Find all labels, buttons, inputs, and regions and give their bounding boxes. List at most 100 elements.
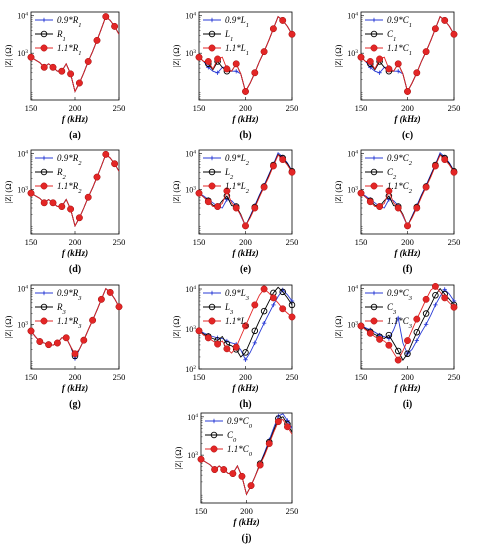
point-low <box>442 287 447 292</box>
point-high <box>251 69 259 77</box>
point-high <box>269 25 277 33</box>
point-high <box>71 350 79 358</box>
y-tick-label: 103 <box>187 451 198 460</box>
y-tick-label: 103 <box>185 325 196 334</box>
point-high <box>256 461 264 469</box>
legend-marker <box>41 17 47 23</box>
point-high <box>36 338 44 345</box>
point-high <box>357 53 365 61</box>
x-tick-label: 250 <box>113 237 126 247</box>
panel-label: (g) <box>69 399 81 410</box>
panel-label: (a) <box>69 130 81 141</box>
y-tick-label: 104 <box>17 285 28 294</box>
x-tick-label: 150 <box>25 103 38 113</box>
legend-marker <box>209 290 215 296</box>
y-tick-label: 104 <box>347 150 358 159</box>
point-high <box>376 55 384 63</box>
point-high <box>279 305 287 313</box>
point-high <box>67 205 75 213</box>
point-high <box>385 341 393 349</box>
y-tick-label: 104 <box>185 150 196 159</box>
plot-frame <box>198 11 293 101</box>
series-line-nom <box>360 287 455 361</box>
x-tick-label: 200 <box>69 237 82 247</box>
point-nom <box>404 350 411 358</box>
legend-label: 1.1*L2 <box>225 181 250 195</box>
point-high <box>265 440 273 448</box>
y-tick-label: 103 <box>347 320 358 329</box>
legend-marker <box>209 17 215 23</box>
y-tick-label: 103 <box>185 49 196 58</box>
point-high <box>366 198 374 206</box>
y-axis-label: |Z| (Ω) <box>333 44 343 67</box>
point-high <box>422 48 430 56</box>
point-high <box>67 70 75 78</box>
point-high <box>220 466 228 474</box>
x-tick-label: 200 <box>239 103 252 113</box>
point-high <box>357 189 365 197</box>
legend-label: 0.9*R2 <box>57 153 82 167</box>
x-tick-label: 200 <box>240 506 253 516</box>
x-axis-label: f (kHz) <box>62 383 88 393</box>
point-high <box>195 53 203 61</box>
point-high <box>441 294 449 302</box>
legend-label: C1 <box>387 29 396 43</box>
y-axis-label: |Z| (Ω) <box>171 315 181 338</box>
panel-j: 150 200 250 103 104 |Z| (Ω) f (kHz) (j) 0.9*C0C0… <box>173 412 298 544</box>
x-axis-label: f (kHz) <box>394 114 420 124</box>
x-tick-label: 150 <box>193 372 206 382</box>
legend-marker <box>209 155 215 161</box>
legend-marker <box>40 317 48 325</box>
point-low <box>433 302 438 308</box>
point-high <box>223 345 231 353</box>
y-tick-label: 104 <box>185 12 196 21</box>
point-nom <box>288 301 296 309</box>
legend-marker <box>370 30 378 38</box>
x-tick-label: 200 <box>69 372 82 382</box>
point-nom <box>422 310 430 317</box>
point-high <box>431 162 439 170</box>
point-high <box>89 316 97 324</box>
point-high <box>40 199 48 207</box>
panel-i: 150 200 250 103 104 |Z| (Ω) f (kHz) (i) 0.9*C3C3… <box>333 282 460 410</box>
panel-d: 150 200 250 103 104 |Z| (Ω) f (kHz) (d) 0.9*R2R2… <box>3 150 125 275</box>
x-tick-label: 150 <box>193 103 206 113</box>
y-tick-label: 104 <box>17 150 28 159</box>
legend-marker <box>41 155 47 161</box>
point-low <box>243 357 248 362</box>
point-high <box>49 199 57 207</box>
point-high <box>40 63 48 71</box>
legend-label: 1.1*R3 <box>57 316 82 330</box>
legend-marker <box>40 303 48 311</box>
legend-label: 1.1*C2 <box>387 181 413 195</box>
x-tick-label: 200 <box>401 372 414 382</box>
panel-label: (h) <box>239 399 251 410</box>
legend-label: 0.9*C0 <box>227 416 253 430</box>
point-high <box>232 204 240 212</box>
point-high <box>53 339 61 347</box>
legend-label: C3 <box>387 302 397 316</box>
legend-marker <box>371 155 377 161</box>
point-high <box>450 303 458 311</box>
legend-label: R2 <box>56 167 67 181</box>
legend-marker <box>208 30 216 38</box>
x-tick-label: 200 <box>239 237 252 247</box>
panel-h: 150 200 250 102 103 104 |Z| (Ω) f (kHz) (h) 0.9*L… <box>171 284 298 410</box>
point-high <box>413 204 421 212</box>
x-tick-label: 250 <box>113 103 126 113</box>
point-high <box>204 198 212 206</box>
x-axis-label: f (kHz) <box>232 248 258 258</box>
point-high <box>62 334 70 342</box>
y-axis-label: |Z| (Ω) <box>171 44 181 67</box>
y-tick-label: 104 <box>347 285 358 294</box>
point-low <box>396 315 401 321</box>
point-high <box>404 88 411 95</box>
point-high <box>422 183 430 191</box>
plot-frame <box>200 412 293 504</box>
point-high <box>242 222 249 230</box>
point-low <box>271 302 276 308</box>
legend-marker <box>371 17 377 23</box>
panel-label: (c) <box>402 130 413 141</box>
